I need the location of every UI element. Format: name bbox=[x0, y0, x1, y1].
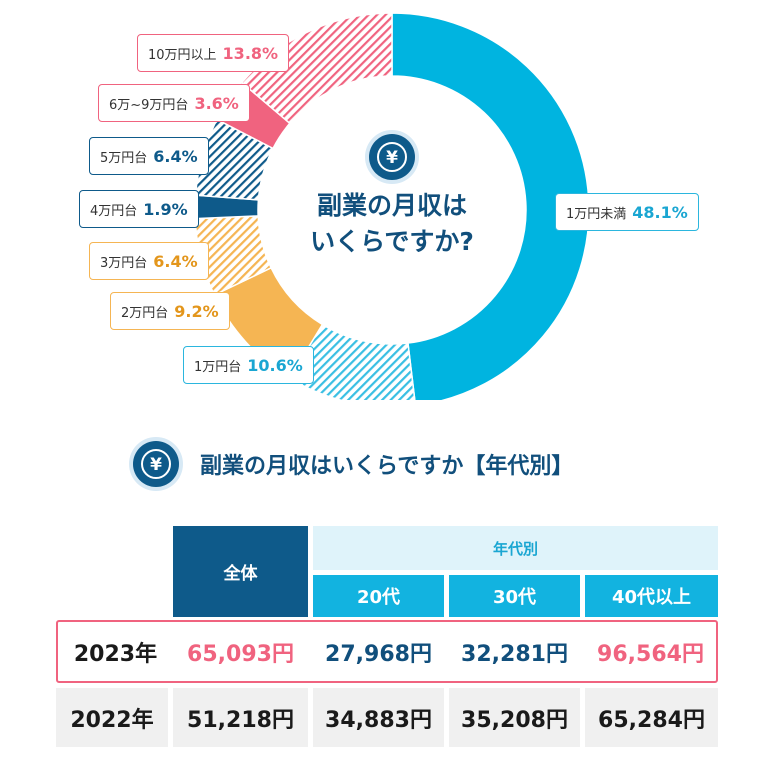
slice-label: 6万~9万円台 bbox=[109, 97, 189, 113]
slice-label: 1万円台 bbox=[194, 359, 242, 375]
row-2022-year: 2022年 bbox=[56, 688, 168, 747]
slice-value: 10.6% bbox=[247, 355, 303, 375]
row-2023-20s: 27,968円 bbox=[325, 641, 432, 667]
header-30s: 30代 bbox=[449, 575, 580, 617]
callout-10man-ijou: 10万円以上 13.8% bbox=[137, 34, 290, 72]
row-2023-highlight bbox=[56, 620, 718, 683]
row-2023-year: 2023年 bbox=[73, 641, 158, 667]
slice-value: 6.4% bbox=[153, 146, 198, 166]
slice-value: 9.2% bbox=[174, 301, 219, 321]
slice-value: 48.1% bbox=[632, 202, 688, 222]
slice-label: 4万円台 bbox=[90, 203, 138, 219]
row-2023-30s: 32,281円 bbox=[461, 641, 568, 667]
header-20s: 20代 bbox=[313, 575, 444, 617]
svg-text:¥: ¥ bbox=[386, 148, 398, 168]
table-heading: 副業の月収はいくらですか【年代別】 bbox=[200, 454, 574, 479]
donut-slice bbox=[391, 12, 590, 400]
svg-text:¥: ¥ bbox=[150, 455, 162, 475]
callout-2man-dai: 2万円台 9.2% bbox=[110, 292, 230, 330]
slice-value: 3.6% bbox=[194, 93, 239, 113]
header-40s-plus: 40代以上 bbox=[585, 575, 718, 617]
row-2022-20s: 34,883円 bbox=[313, 688, 444, 747]
header-age-group: 年代別 bbox=[313, 526, 718, 570]
slice-value: 6.4% bbox=[153, 251, 198, 271]
callout-6-9man-dai: 6万~9万円台 3.6% bbox=[98, 84, 250, 122]
slice-label: 2万円台 bbox=[121, 305, 169, 321]
callout-1man-dai: 1万円台 10.6% bbox=[183, 346, 314, 384]
row-2023-40s-plus: 96,564円 bbox=[597, 641, 704, 667]
slice-label: 3万円台 bbox=[100, 255, 148, 271]
slice-label: 10万円以上 bbox=[148, 47, 217, 63]
yen-icon: ¥ bbox=[133, 441, 179, 487]
row-2022-all: 51,218円 bbox=[173, 688, 308, 747]
slice-value: 13.8% bbox=[222, 43, 279, 63]
slice-value: 1.9% bbox=[143, 199, 188, 219]
callout-4man-dai: 4万円台 1.9% bbox=[79, 190, 199, 228]
yen-icon: ¥ bbox=[369, 134, 415, 180]
callout-3man-dai: 3万円台 6.4% bbox=[89, 242, 209, 280]
slice-label: 5万円台 bbox=[100, 150, 148, 166]
row-2023-all: 65,093円 bbox=[187, 641, 294, 667]
header-all: 全体 bbox=[173, 526, 308, 617]
row-2022-40s-plus: 65,284円 bbox=[585, 688, 718, 747]
callout-1man-miman: 1万円未満 48.1% bbox=[555, 193, 699, 231]
callout-5man-dai: 5万円台 6.4% bbox=[89, 137, 209, 175]
chart-title: 副業の月収は いくらですか? bbox=[310, 191, 474, 256]
row-2022-30s: 35,208円 bbox=[449, 688, 580, 747]
slice-label: 1万円未満 bbox=[566, 206, 627, 222]
